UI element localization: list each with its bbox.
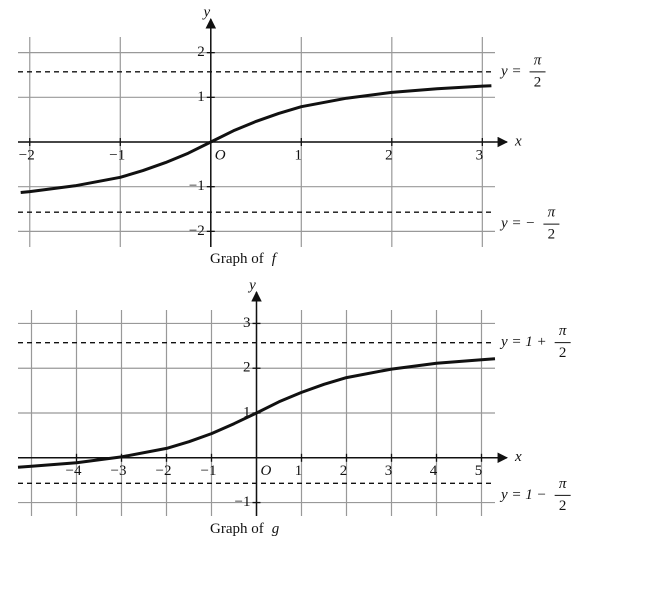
asymptote-label: y = xyxy=(499,63,522,79)
y-tick-label: 2 xyxy=(197,44,205,60)
asymptote-numerator: π xyxy=(534,52,542,68)
y-tick-label: 1 xyxy=(197,89,205,105)
x-tick-label: −1 xyxy=(201,463,217,479)
x-tick-label: 3 xyxy=(385,463,393,479)
y-tick-label: −2 xyxy=(189,223,205,239)
x-tick-label: −2 xyxy=(19,147,35,163)
x-tick-label: 3 xyxy=(476,147,484,163)
x-axis-label: x xyxy=(514,449,522,465)
asymptote-label: y = 1 + xyxy=(499,334,547,350)
asymptote-denominator: 2 xyxy=(548,227,556,243)
x-tick-label: 5 xyxy=(475,463,483,479)
asymptote-numerator: π xyxy=(559,323,567,339)
x-tick-label: 1 xyxy=(295,147,303,163)
caption: Graph of f xyxy=(210,251,278,267)
x-tick-label: −2 xyxy=(156,463,172,479)
asymptote-numerator: π xyxy=(559,476,567,492)
y-tick-label: 1 xyxy=(243,404,251,420)
x-tick-label: −3 xyxy=(111,463,127,479)
asymptote-denominator: 2 xyxy=(559,498,567,514)
caption-prefix: Graph of xyxy=(210,521,264,537)
y-axis-label: y xyxy=(201,4,210,20)
x-tick-label: 1 xyxy=(295,463,303,479)
caption-function: f xyxy=(272,251,278,267)
origin-label: O xyxy=(261,463,272,479)
y-axis-label: y xyxy=(247,277,256,293)
x-tick-label: −4 xyxy=(66,463,82,479)
y-tick-label: −1 xyxy=(235,494,251,510)
caption: Graph of g xyxy=(210,521,280,537)
x-tick-label: 2 xyxy=(385,147,393,163)
caption-prefix: Graph of xyxy=(210,251,264,267)
x-tick-label: 4 xyxy=(430,463,438,479)
asymptote-denominator: 2 xyxy=(534,74,542,90)
y-tick-label: 3 xyxy=(243,315,251,331)
asymptote-denominator: 2 xyxy=(559,345,567,361)
origin-label: O xyxy=(215,147,226,163)
caption-function: g xyxy=(272,521,280,537)
curve xyxy=(20,84,492,194)
y-tick-label: 2 xyxy=(243,360,251,376)
curve xyxy=(17,357,496,469)
asymptote-label: y = 1 − xyxy=(499,487,547,503)
x-tick-label: 2 xyxy=(340,463,348,479)
x-tick-label: −1 xyxy=(109,147,125,163)
asymptote-numerator: π xyxy=(548,205,556,221)
asymptote-label: y = − xyxy=(499,216,535,232)
y-tick-label: −1 xyxy=(189,178,205,194)
x-axis-label: x xyxy=(514,133,522,149)
